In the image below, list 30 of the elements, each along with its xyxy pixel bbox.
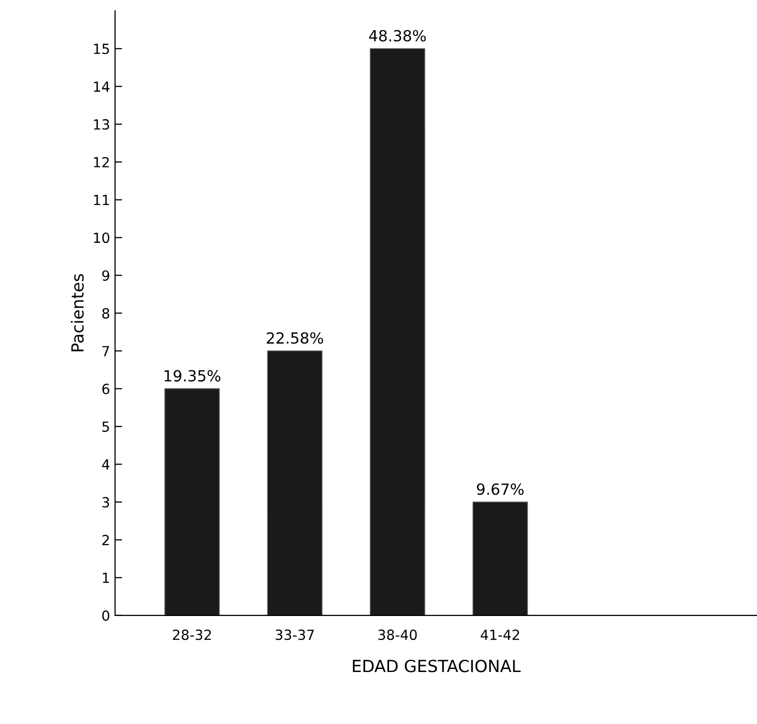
y-tick-label: 10 xyxy=(94,232,110,244)
y-tick-label: 4 xyxy=(102,459,110,470)
x-tick-label: 41-42 xyxy=(480,630,520,640)
y-tick-label: 12 xyxy=(94,156,109,168)
bar xyxy=(472,502,528,616)
annotation: 22.58% xyxy=(266,332,324,344)
bar xyxy=(370,48,426,616)
annotation: 48.38% xyxy=(369,30,426,42)
y-tick-label: 14 xyxy=(94,82,110,92)
y-tick-label: 3 xyxy=(102,497,110,508)
y-tick-label: 9 xyxy=(102,270,110,281)
y-tick-label: 7 xyxy=(102,346,110,356)
y-tick-label: 8 xyxy=(102,308,110,319)
y-axis-title: Pacientes xyxy=(70,274,84,352)
y-tick-label: 1 xyxy=(102,572,109,583)
annotation: 19.35% xyxy=(164,370,220,382)
x-tick-label: 28-32 xyxy=(172,630,211,640)
annotation: 9.67% xyxy=(476,483,524,495)
y-tick-label: 13 xyxy=(94,119,110,130)
y-tick-label: 15 xyxy=(94,44,109,54)
bar xyxy=(267,350,322,616)
x-tick-label: 33-37 xyxy=(276,630,314,640)
y-tick-label: 2 xyxy=(102,534,109,546)
y-tick-label: 0 xyxy=(102,610,110,621)
y-tick-label: 5 xyxy=(102,422,109,432)
x-axis-title: EDAD GESTACIONAL xyxy=(352,660,521,672)
y-tick-label: 6 xyxy=(102,384,110,394)
bar xyxy=(164,388,220,616)
y-tick-label: 11 xyxy=(94,194,109,206)
x-tick-label: 38-40 xyxy=(378,630,417,640)
